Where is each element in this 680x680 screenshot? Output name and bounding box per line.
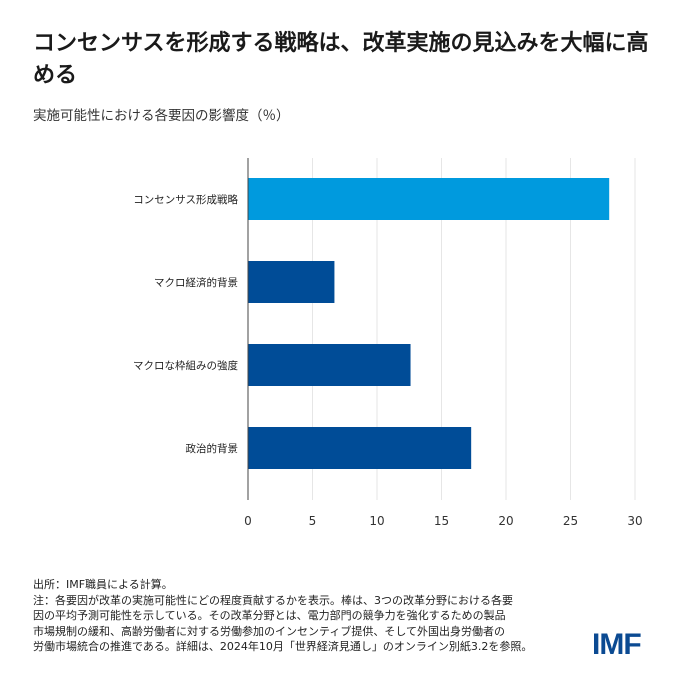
bar (248, 344, 411, 386)
category-label: マクロな枠組みの強度 (133, 359, 238, 372)
note-line: 注：各要因が改革の実施可能性にどの程度貢献するかを表示。棒は、3つの改革分野にお… (33, 593, 513, 607)
chart-title: コンセンサスを形成する戦略は、改革実施の見込みを大幅に高める (33, 31, 649, 88)
x-tick-label: 15 (434, 514, 449, 528)
x-tick-label: 30 (627, 514, 642, 528)
note-line: 因の平均予測可能性を示している。その改革分野とは、電力部門の競争力を強化するため… (33, 609, 506, 622)
note-line: 労働市場統合の推進である。詳細は、2024年10月「世界経済見通し」のオンライン… (33, 640, 533, 653)
bar-chart: 0 5 10 15 20 25 30 コンセンサス形成戦略マクロ経済的背景マクロな枠組みの強度… (133, 158, 643, 528)
bar (248, 427, 472, 469)
x-tick-label: 5 (309, 514, 317, 528)
category-label: コンセンサス形成戦略 (133, 193, 238, 206)
category-label: マクロ経済的背景 (154, 276, 238, 289)
note-line: 市場規制の緩和、高齢労働者に対する労働参加のインセンティブ提供、そして外国出身労… (33, 624, 506, 638)
bar (248, 178, 610, 220)
x-tick-label: 10 (369, 514, 384, 528)
chart-subtitle: 実施可能性における各要因の影響度（％） (33, 108, 290, 124)
x-tick-label: 25 (563, 514, 578, 528)
footnotes: 出所：IMF職員による計算。 注：各要因が改革の実施可能性にどの程度貢献するかを… (33, 577, 593, 655)
source-note: 出所：IMF職員による計算。 (33, 578, 173, 591)
imf-logo: IMF (592, 628, 642, 661)
x-tick-label: 20 (498, 514, 513, 528)
category-label: 政治的背景 (186, 442, 239, 455)
bar (248, 261, 335, 303)
x-tick-label: 0 (244, 514, 252, 528)
